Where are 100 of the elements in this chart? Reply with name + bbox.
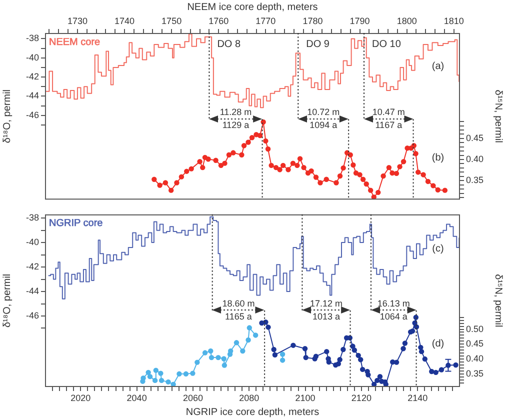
point bbox=[280, 352, 286, 357]
annotation: (c) bbox=[432, 244, 444, 255]
point bbox=[152, 378, 158, 384]
x-tick-label: 2060 bbox=[182, 392, 203, 403]
annotation: 1013 a bbox=[312, 311, 340, 322]
y-tick-label: -40 bbox=[26, 237, 39, 248]
point bbox=[252, 332, 258, 338]
y-tick-label: -38 bbox=[26, 33, 39, 44]
y2-tick-label: 0.50 bbox=[466, 324, 484, 334]
point bbox=[366, 372, 371, 378]
y-tick-label: -46 bbox=[26, 110, 39, 120]
y-tick-label: -46 bbox=[26, 310, 39, 320]
point bbox=[183, 371, 189, 377]
point bbox=[429, 368, 434, 374]
point bbox=[190, 370, 196, 376]
point bbox=[290, 342, 296, 348]
point bbox=[356, 352, 361, 358]
y2-tick-label: 0.35 bbox=[466, 368, 484, 378]
point bbox=[208, 354, 214, 360]
annotation: 18.60 m bbox=[222, 298, 255, 308]
annotation: 16.13 m bbox=[377, 298, 410, 308]
y2-tick-label: 0.40 bbox=[466, 154, 484, 164]
series-label: NGRIP core bbox=[49, 218, 104, 230]
x-tick-label: 2120 bbox=[351, 392, 372, 403]
annotation: 1094 a bbox=[310, 120, 338, 130]
point bbox=[216, 354, 221, 360]
point bbox=[302, 346, 308, 352]
point bbox=[272, 352, 278, 358]
point bbox=[221, 356, 226, 362]
x-tick-label: 1730 bbox=[67, 16, 88, 26]
point bbox=[313, 354, 319, 359]
annotation: (b) bbox=[432, 152, 444, 164]
point bbox=[246, 325, 252, 330]
y-tick-label: -40 bbox=[26, 52, 39, 62]
point bbox=[234, 340, 240, 346]
annotation: (a) bbox=[432, 61, 444, 72]
point bbox=[352, 348, 358, 353]
point bbox=[453, 362, 458, 368]
point bbox=[358, 357, 364, 362]
annotation: 1064 a bbox=[380, 311, 408, 322]
point bbox=[222, 362, 228, 368]
point bbox=[266, 324, 271, 330]
point bbox=[400, 346, 406, 352]
annotation: (d) bbox=[432, 338, 444, 350]
point bbox=[158, 378, 164, 384]
x-tick-label: 1780 bbox=[302, 16, 323, 26]
point bbox=[194, 360, 200, 365]
point bbox=[280, 358, 286, 363]
y2-axis-title: δ¹⁵N, permil bbox=[492, 274, 504, 328]
point bbox=[418, 348, 424, 354]
y-tick-label: -42 bbox=[26, 72, 39, 82]
point bbox=[374, 378, 380, 384]
x-axis-title: NEEM ice core depth, meters bbox=[187, 2, 318, 13]
point bbox=[208, 348, 214, 354]
point bbox=[176, 371, 182, 377]
x-tick-label: 1770 bbox=[256, 16, 276, 26]
x-tick-label: 2080 bbox=[239, 392, 260, 403]
y2-tick-label: 0.40 bbox=[466, 354, 484, 364]
y2-tick-label: 0.45 bbox=[466, 132, 484, 143]
point bbox=[202, 350, 208, 356]
x-tick-label: 1810 bbox=[444, 16, 464, 26]
x-axis-title: NGRIP ice core depth, meters bbox=[186, 406, 320, 418]
annotation: 1165 a bbox=[225, 311, 252, 322]
annotation: 10.72 m bbox=[307, 107, 340, 118]
x-tick-label: 1790 bbox=[350, 16, 370, 26]
y2-tick-label: 0.45 bbox=[466, 338, 484, 349]
ref-line-label: DO 9 bbox=[306, 38, 330, 50]
point bbox=[377, 374, 383, 380]
y-tick-label: -38 bbox=[26, 212, 39, 223]
point bbox=[340, 346, 346, 352]
point bbox=[336, 361, 342, 366]
point bbox=[166, 379, 171, 385]
annotation: 17.12 m bbox=[310, 298, 342, 308]
x-tick-label: 1740 bbox=[114, 16, 135, 26]
point bbox=[153, 368, 159, 373]
y-axis-title: δ¹⁸O, permil bbox=[2, 89, 13, 144]
ref-line-label: DO 10 bbox=[372, 38, 402, 50]
point bbox=[360, 366, 366, 372]
point bbox=[337, 357, 342, 362]
y2-tick-label: 0.35 bbox=[466, 175, 484, 186]
x-tick-label: 2040 bbox=[126, 392, 147, 403]
point bbox=[438, 367, 444, 372]
annotation: 10.47 m bbox=[372, 107, 405, 118]
y-tick-label: -44 bbox=[26, 286, 39, 296]
y-tick-label: -44 bbox=[26, 90, 39, 101]
annotation: 1129 a bbox=[222, 120, 250, 130]
annotation: 11.28 m bbox=[220, 107, 252, 118]
x-tick-label: 2100 bbox=[295, 392, 316, 403]
series-label: NEEM core bbox=[49, 36, 101, 48]
point bbox=[246, 337, 251, 343]
point bbox=[147, 374, 153, 380]
x-tick-label: 1760 bbox=[208, 16, 229, 26]
point bbox=[271, 346, 276, 352]
point bbox=[146, 370, 151, 376]
x-tick-label: 1800 bbox=[396, 16, 417, 26]
point bbox=[158, 370, 164, 376]
x-tick-label: 2140 bbox=[408, 392, 428, 403]
y-axis-title: δ¹⁸O, permil bbox=[2, 274, 13, 328]
x-tick-label: 2020 bbox=[70, 392, 91, 403]
point bbox=[303, 354, 308, 360]
